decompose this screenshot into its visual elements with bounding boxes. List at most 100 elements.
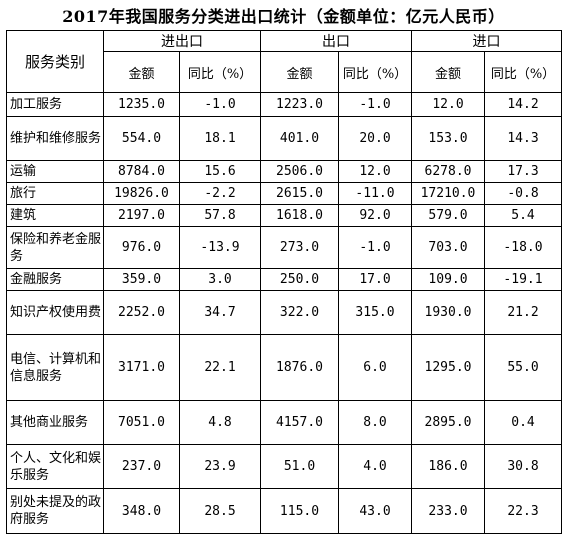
row-category: 保险和养老金服务 — [6, 226, 104, 269]
amount-cell: 2895.0 — [411, 400, 485, 445]
table-row: 建筑 2197.0 57.8 1618.0 92.0 579.0 5.4 — [6, 204, 562, 227]
yoy-cell: -11.0 — [338, 182, 412, 205]
table-row: 金融服务 359.0 3.0 250.0 17.0 109.0 -19.1 — [6, 268, 562, 291]
amount-cell: 115.0 — [260, 488, 339, 534]
yoy-cell: 23.9 — [179, 444, 261, 489]
amount-cell: 19826.0 — [103, 182, 180, 205]
amount-cell: 2615.0 — [260, 182, 339, 205]
amount-header: 金额 — [411, 51, 485, 93]
table-body: 加工服务 1235.0 -1.0 1223.0 -1.0 12.0 14.2 维护和维修服务 5… — [6, 92, 562, 534]
amount-cell: 51.0 — [260, 444, 339, 489]
table-row: 维护和维修服务 554.0 18.1 401.0 20.0 153.0 14.3 — [6, 116, 562, 161]
yoy-cell: 8.0 — [338, 400, 412, 445]
yoy-cell: 18.1 — [179, 116, 261, 161]
yoy-cell: -0.8 — [484, 182, 562, 205]
amount-cell: 273.0 — [260, 226, 339, 269]
amount-cell: 186.0 — [411, 444, 485, 489]
amount-cell: 1876.0 — [260, 334, 339, 401]
table-row: 加工服务 1235.0 -1.0 1223.0 -1.0 12.0 14.2 — [6, 92, 562, 117]
row-category: 知识产权使用费 — [6, 290, 104, 335]
group-header-export: 出口 — [260, 30, 412, 52]
amount-cell: 1930.0 — [411, 290, 485, 335]
table-row: 运输 8784.0 15.6 2506.0 12.0 6278.0 17.3 — [6, 160, 562, 183]
row-category: 金融服务 — [6, 268, 104, 291]
row-category: 个人、文化和娱乐服务 — [6, 444, 104, 489]
yoy-cell: 30.8 — [484, 444, 562, 489]
table-row: 旅行 19826.0 -2.2 2615.0 -11.0 17210.0 -0.8 — [6, 182, 562, 205]
yoy-cell: 22.3 — [484, 488, 562, 534]
yoy-cell: 20.0 — [338, 116, 412, 161]
header-group-row: 服务类别 进出口 出口 进口 — [6, 30, 562, 93]
amount-cell: 2197.0 — [103, 204, 180, 227]
table-row: 知识产权使用费 2252.0 34.7 322.0 315.0 1930.0 21.2 — [6, 290, 562, 335]
yoy-cell: -1.0 — [338, 226, 412, 269]
category-header: 服务类别 — [6, 30, 104, 93]
table-title: 2017年我国服务分类进出口统计（金额单位：亿元人民币） — [62, 7, 505, 26]
row-category: 加工服务 — [6, 92, 104, 117]
yoy-cell: -2.2 — [179, 182, 261, 205]
yoy-cell: -1.0 — [338, 92, 412, 117]
amount-cell: 1223.0 — [260, 92, 339, 117]
yoy-cell: 57.8 — [179, 204, 261, 227]
service-trade-table: 服务类别 进出口 出口 进口 金额 同比（%） 金额 同比（%） 金额 同比（%… — [6, 30, 562, 534]
amount-cell: 3171.0 — [103, 334, 180, 401]
amount-cell: 554.0 — [103, 116, 180, 161]
table-row: 个人、文化和娱乐服务 237.0 23.9 51.0 4.0 186.0 30.8 — [6, 444, 562, 489]
row-category: 运输 — [6, 160, 104, 183]
row-category: 电信、计算机和信息服务 — [6, 334, 104, 401]
row-category: 旅行 — [6, 182, 104, 205]
amount-cell: 1235.0 — [103, 92, 180, 117]
yoy-cell: 0.4 — [484, 400, 562, 445]
amount-cell: 153.0 — [411, 116, 485, 161]
group-header-total: 进出口 — [103, 30, 261, 52]
yoy-cell: 5.4 — [484, 204, 562, 227]
amount-cell: 7051.0 — [103, 400, 180, 445]
yoy-cell: 14.2 — [484, 92, 562, 117]
amount-cell: 237.0 — [103, 444, 180, 489]
yoy-cell: 22.1 — [179, 334, 261, 401]
row-category: 别处未提及的政府服务 — [6, 488, 104, 534]
amount-cell: 12.0 — [411, 92, 485, 117]
amount-cell: 8784.0 — [103, 160, 180, 183]
yoy-cell: 12.0 — [338, 160, 412, 183]
stats-document: 2017年我国服务分类进出口统计（金额单位：亿元人民币） 服务类别 进出口 出口… — [6, 4, 562, 534]
yoy-cell: 17.3 — [484, 160, 562, 183]
group-header-import: 进口 — [411, 30, 562, 52]
yoy-cell: 21.2 — [484, 290, 562, 335]
amount-cell: 4157.0 — [260, 400, 339, 445]
yoy-cell: 55.0 — [484, 334, 562, 401]
yoy-cell: 3.0 — [179, 268, 261, 291]
yoy-cell: 315.0 — [338, 290, 412, 335]
yoy-cell: 14.3 — [484, 116, 562, 161]
amount-header: 金额 — [260, 51, 339, 93]
yoy-cell: 43.0 — [338, 488, 412, 534]
row-category: 维护和维修服务 — [6, 116, 104, 161]
yoy-cell: -1.0 — [179, 92, 261, 117]
yoy-header: 同比（%） — [338, 51, 412, 93]
table-row: 保险和养老金服务 976.0 -13.9 273.0 -1.0 703.0 -18.0 — [6, 226, 562, 269]
yoy-cell: -19.1 — [484, 268, 562, 291]
row-category: 其他商业服务 — [6, 400, 104, 445]
yoy-cell: -13.9 — [179, 226, 261, 269]
yoy-cell: 15.6 — [179, 160, 261, 183]
amount-cell: 976.0 — [103, 226, 180, 269]
amount-cell: 401.0 — [260, 116, 339, 161]
table-row: 其他商业服务 7051.0 4.8 4157.0 8.0 2895.0 0.4 — [6, 400, 562, 445]
amount-cell: 1618.0 — [260, 204, 339, 227]
amount-cell: 348.0 — [103, 488, 180, 534]
yoy-cell: 6.0 — [338, 334, 412, 401]
amount-header: 金额 — [103, 51, 180, 93]
yoy-header: 同比（%） — [484, 51, 562, 93]
header-sub-row: 金额 同比（%） 金额 同比（%） 金额 同比（%） — [7, 51, 562, 93]
table-row: 别处未提及的政府服务 348.0 28.5 115.0 43.0 233.0 22.3 — [6, 488, 562, 534]
amount-cell: 233.0 — [411, 488, 485, 534]
yoy-cell: 92.0 — [338, 204, 412, 227]
amount-cell: 2252.0 — [103, 290, 180, 335]
amount-cell: 1295.0 — [411, 334, 485, 401]
yoy-header: 同比（%） — [179, 51, 261, 93]
yoy-cell: -18.0 — [484, 226, 562, 269]
amount-cell: 359.0 — [103, 268, 180, 291]
amount-cell: 250.0 — [260, 268, 339, 291]
amount-cell: 579.0 — [411, 204, 485, 227]
amount-cell: 322.0 — [260, 290, 339, 335]
